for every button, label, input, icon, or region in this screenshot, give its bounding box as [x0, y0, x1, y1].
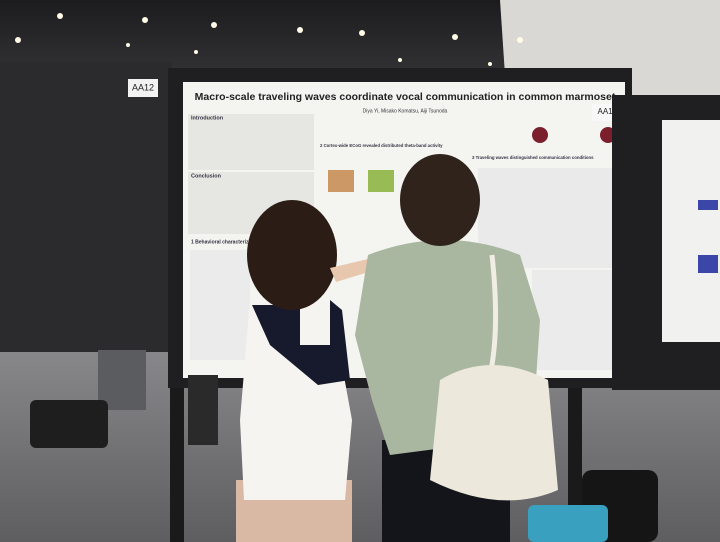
board-label — [128, 79, 158, 97]
poster-authors: Diya Yi, Misako Komatsu, Aiji Tsunoda — [363, 108, 448, 114]
intro-box — [188, 114, 314, 170]
poster-title: Macro-scale traveling waves coordinate v… — [195, 91, 616, 103]
section-heading: 1 Behavioral characterization — [191, 239, 260, 245]
section-heading: 2 Cortex-wide ECoG revealed distributed … — [320, 143, 443, 148]
board-label-text: AA12 — [132, 82, 154, 92]
tote-bag — [430, 365, 558, 501]
person-legs — [188, 375, 218, 445]
poster-figure — [698, 255, 718, 273]
poster — [662, 120, 720, 342]
hair — [400, 154, 480, 246]
bag — [30, 400, 108, 448]
brain-figure — [328, 170, 354, 192]
bag-strap — [487, 254, 499, 376]
ceiling-lights — [15, 13, 523, 66]
section-heading: Introduction — [191, 115, 224, 121]
jacket-panel — [252, 300, 350, 385]
board-leg — [568, 388, 582, 508]
logo — [532, 127, 548, 143]
decision-figure — [532, 270, 618, 370]
board-label-text: AA11 — [598, 107, 618, 116]
board-leg — [170, 388, 184, 542]
hair — [247, 200, 337, 310]
left-board — [0, 62, 172, 352]
brain-figure — [368, 170, 394, 192]
behavior-figure — [190, 250, 250, 360]
bag — [528, 505, 608, 542]
section-heading: 3 Traveling waves distinguished communic… — [472, 155, 594, 160]
section-heading: Conclusion — [191, 173, 222, 179]
person-legs — [98, 350, 146, 410]
poster-figure — [698, 200, 718, 210]
